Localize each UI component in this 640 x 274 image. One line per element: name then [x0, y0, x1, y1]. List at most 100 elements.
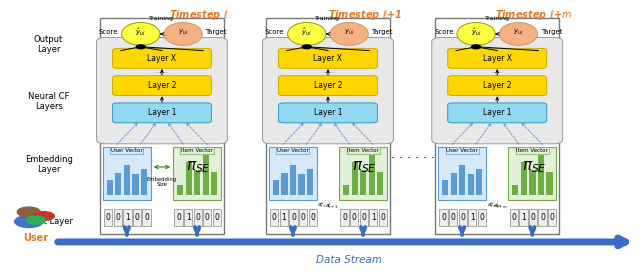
Ellipse shape [457, 22, 495, 45]
Bar [377, 172, 383, 195]
Text: 0: 0 [195, 213, 200, 222]
Circle shape [302, 45, 311, 49]
Circle shape [26, 216, 45, 224]
Ellipse shape [164, 22, 202, 45]
Text: 0: 0 [144, 213, 149, 222]
Bar [133, 209, 141, 226]
Bar [512, 185, 518, 195]
Text: $a^u_{t+m}$: $a^u_{t+m}$ [486, 200, 502, 210]
Text: $\hat{y}_{ui}$: $\hat{y}_{ui}$ [301, 27, 312, 38]
Text: 1: 1 [125, 213, 130, 222]
Text: 1: 1 [470, 213, 475, 222]
Bar [107, 180, 113, 195]
Bar [548, 209, 556, 226]
Text: $a^i_{t+1}$: $a^i_{t+1}$ [325, 200, 339, 211]
Bar [124, 209, 132, 226]
Bar [211, 172, 218, 195]
Text: Target: Target [371, 29, 393, 35]
Text: 0: 0 [106, 213, 111, 222]
FancyBboxPatch shape [448, 103, 547, 123]
Bar [282, 173, 287, 195]
Bar [289, 209, 298, 226]
Bar [360, 170, 366, 195]
Bar [177, 185, 183, 195]
Text: 0: 0 [301, 213, 305, 222]
Bar [141, 169, 147, 195]
Text: 0: 0 [272, 213, 276, 222]
Text: Target: Target [205, 29, 227, 35]
Text: $\pi_{SE}$: $\pi_{SE}$ [522, 159, 547, 175]
Bar [273, 180, 279, 195]
Text: Training: Training [316, 16, 340, 21]
Text: Embedding
Layer: Embedding Layer [25, 155, 72, 174]
Ellipse shape [499, 22, 538, 45]
Bar [339, 147, 387, 200]
Text: Layer 1: Layer 1 [483, 109, 511, 117]
Bar [103, 147, 151, 200]
Bar [476, 169, 483, 195]
Bar [299, 209, 307, 226]
Bar [538, 155, 544, 195]
Text: Layer X: Layer X [314, 54, 342, 63]
Text: Layer X: Layer X [483, 54, 512, 63]
Text: Layer 1: Layer 1 [148, 109, 176, 117]
Text: Layer 2: Layer 2 [148, 81, 176, 90]
Bar [203, 155, 209, 195]
FancyBboxPatch shape [278, 103, 378, 123]
Text: 0: 0 [380, 213, 385, 222]
Text: $\hat{y}_{ui}$: $\hat{y}_{ui}$ [470, 27, 481, 38]
Bar [340, 209, 349, 226]
Text: Timestep $\ell$+$m$: Timestep $\ell$+$m$ [495, 7, 573, 22]
Text: 0: 0 [134, 213, 140, 222]
Text: 0: 0 [310, 213, 315, 222]
Text: $a^u_{t+1}$: $a^u_{t+1}$ [317, 200, 331, 210]
Text: Score: Score [265, 29, 284, 35]
Text: $y_{ui}$: $y_{ui}$ [513, 28, 524, 37]
Text: Data Stream: Data Stream [316, 255, 381, 265]
Bar [468, 174, 474, 195]
Bar [477, 209, 486, 226]
Text: Item Vector: Item Vector [181, 148, 213, 153]
Text: 0: 0 [460, 213, 465, 222]
Bar [360, 209, 368, 226]
Circle shape [34, 212, 54, 220]
Circle shape [136, 45, 145, 49]
Bar [379, 209, 387, 226]
Text: 0: 0 [352, 213, 356, 222]
Bar [298, 174, 305, 195]
Text: ......: ...... [322, 70, 334, 75]
Bar [184, 209, 192, 226]
Bar [459, 209, 467, 226]
Bar [203, 209, 211, 226]
Bar [468, 209, 476, 226]
Bar [212, 209, 221, 226]
Bar [509, 209, 518, 226]
Text: 0: 0 [540, 213, 545, 222]
Text: $y_{ui}$: $y_{ui}$ [344, 28, 355, 37]
Text: Neural CF
Layers: Neural CF Layers [28, 92, 69, 111]
Text: 0: 0 [214, 213, 220, 222]
Text: Layer 2: Layer 2 [483, 81, 511, 90]
Text: 0: 0 [479, 213, 484, 222]
Text: 0: 0 [550, 213, 555, 222]
Bar [442, 180, 448, 195]
Text: Input Layer: Input Layer [24, 217, 72, 226]
Bar [350, 209, 358, 226]
Text: 0: 0 [342, 213, 347, 222]
Bar [343, 185, 349, 195]
Text: 0: 0 [451, 213, 456, 222]
Text: Target: Target [541, 29, 562, 35]
Text: 0: 0 [205, 213, 210, 222]
Bar [280, 209, 288, 226]
FancyBboxPatch shape [97, 38, 227, 144]
FancyBboxPatch shape [278, 76, 378, 96]
Text: Score: Score [99, 29, 118, 35]
Circle shape [15, 216, 43, 227]
FancyBboxPatch shape [113, 76, 211, 96]
Bar [519, 209, 527, 226]
Text: Layer 2: Layer 2 [314, 81, 342, 90]
Text: 0: 0 [441, 213, 446, 222]
Text: Training: Training [484, 16, 509, 21]
Text: 1: 1 [371, 213, 376, 222]
FancyBboxPatch shape [278, 48, 378, 68]
